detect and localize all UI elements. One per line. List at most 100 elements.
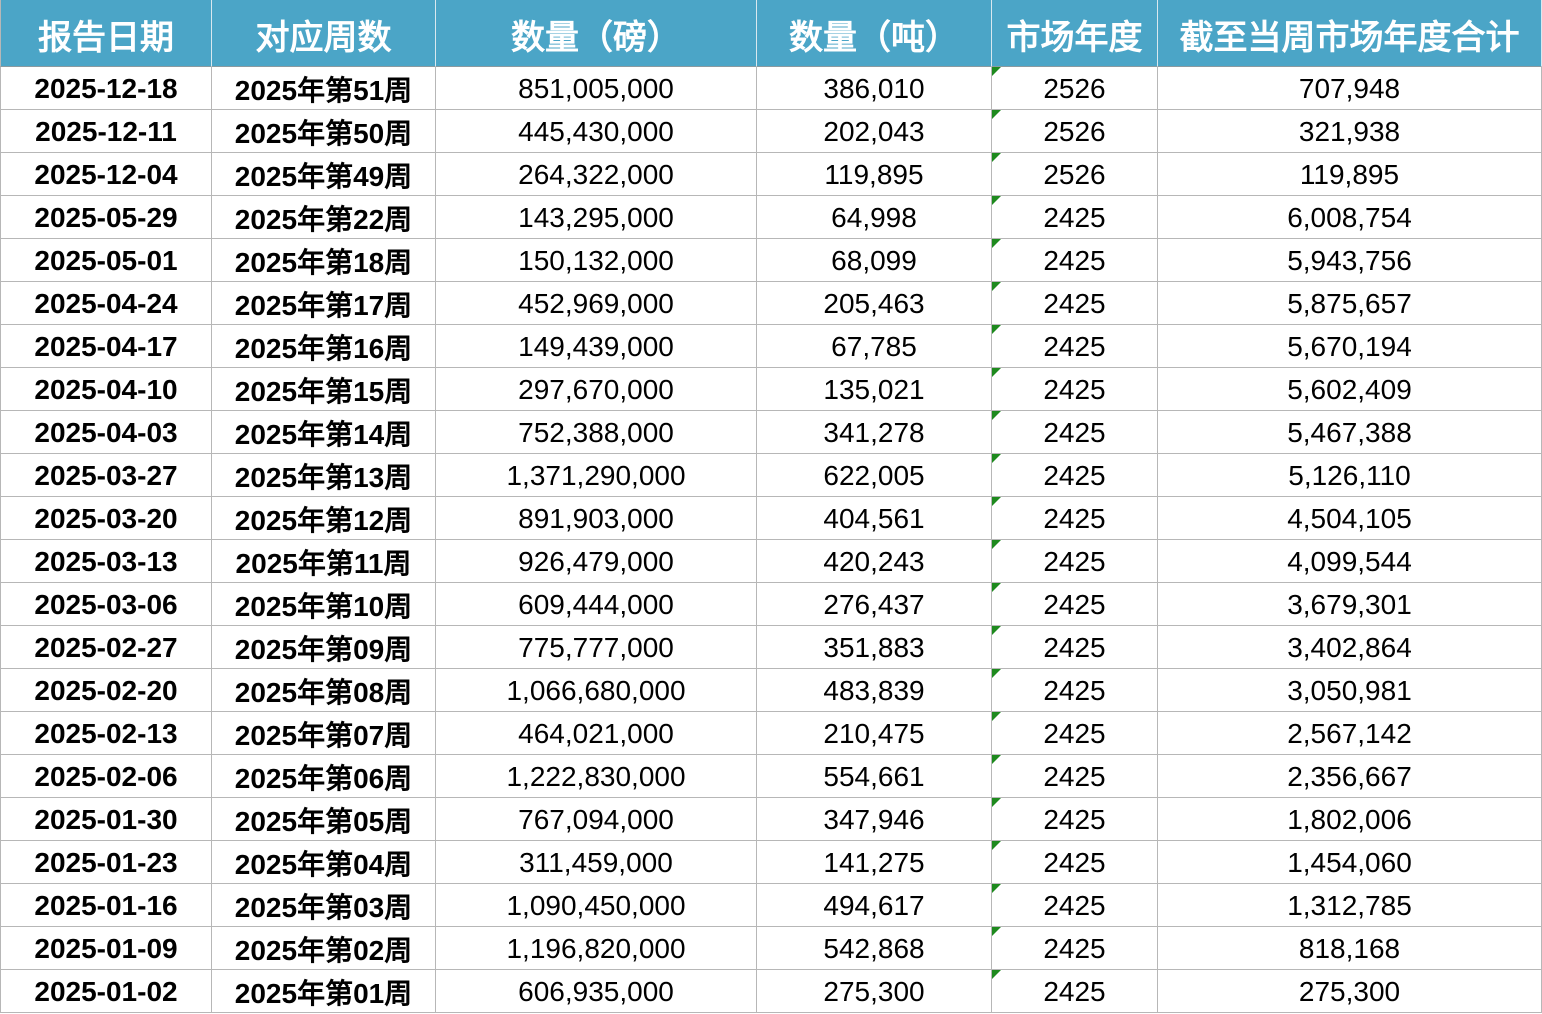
table-cell: 6,008,754 <box>1158 196 1542 239</box>
header-cell: 数量（磅） <box>436 0 757 67</box>
table-cell: 2526 <box>992 67 1158 110</box>
header-cell: 截至当周市场年度合计 <box>1158 0 1542 67</box>
table-cell: 2025年第18周 <box>212 239 436 282</box>
table-cell: 2025-04-03 <box>0 411 212 454</box>
table-cell: 2425 <box>992 411 1158 454</box>
table-cell: 2025-02-20 <box>0 669 212 712</box>
table-cell: 2025年第17周 <box>212 282 436 325</box>
table-cell: 2025-04-17 <box>0 325 212 368</box>
table-cell: 2425 <box>992 454 1158 497</box>
table-cell: 275,300 <box>757 970 992 1013</box>
table-cell: 2025-01-02 <box>0 970 212 1013</box>
table-cell: 150,132,000 <box>436 239 757 282</box>
table-cell: 1,312,785 <box>1158 884 1542 927</box>
table-cell: 210,475 <box>757 712 992 755</box>
table-cell: 2425 <box>992 239 1158 282</box>
table-cell: 2425 <box>992 927 1158 970</box>
table-cell: 1,222,830,000 <box>436 755 757 798</box>
table-cell: 2526 <box>992 153 1158 196</box>
table-cell: 2025年第50周 <box>212 110 436 153</box>
table-cell: 2025-12-11 <box>0 110 212 153</box>
table-cell: 2425 <box>992 583 1158 626</box>
table-cell: 1,371,290,000 <box>436 454 757 497</box>
table-cell: 321,938 <box>1158 110 1542 153</box>
table-cell: 2025年第05周 <box>212 798 436 841</box>
table-cell: 2025-02-06 <box>0 755 212 798</box>
table-cell: 297,670,000 <box>436 368 757 411</box>
table-cell: 622,005 <box>757 454 992 497</box>
table-cell: 404,561 <box>757 497 992 540</box>
table-cell: 2025-01-09 <box>0 927 212 970</box>
table-cell: 2425 <box>992 325 1158 368</box>
table-cell: 554,661 <box>757 755 992 798</box>
table-cell: 135,021 <box>757 368 992 411</box>
table-cell: 1,066,680,000 <box>436 669 757 712</box>
table-cell: 2025-03-13 <box>0 540 212 583</box>
table-cell: 2425 <box>992 368 1158 411</box>
table-cell: 119,895 <box>757 153 992 196</box>
table-cell: 2025年第04周 <box>212 841 436 884</box>
table-cell: 1,090,450,000 <box>436 884 757 927</box>
table-cell: 2025年第12周 <box>212 497 436 540</box>
table-cell: 2425 <box>992 282 1158 325</box>
table-cell: 5,875,657 <box>1158 282 1542 325</box>
table-cell: 2526 <box>992 110 1158 153</box>
table-cell: 2025年第02周 <box>212 927 436 970</box>
table-cell: 2425 <box>992 540 1158 583</box>
table-cell: 2025-03-20 <box>0 497 212 540</box>
table-cell: 2025-03-06 <box>0 583 212 626</box>
table-cell: 2425 <box>992 626 1158 669</box>
table-cell: 2025-04-10 <box>0 368 212 411</box>
table-cell: 2025年第10周 <box>212 583 436 626</box>
table-cell: 311,459,000 <box>436 841 757 884</box>
table-cell: 264,322,000 <box>436 153 757 196</box>
table-cell: 141,275 <box>757 841 992 884</box>
table-cell: 276,437 <box>757 583 992 626</box>
table-cell: 445,430,000 <box>436 110 757 153</box>
table-cell: 2425 <box>992 841 1158 884</box>
table-cell: 2425 <box>992 755 1158 798</box>
table-cell: 420,243 <box>757 540 992 583</box>
table-cell: 347,946 <box>757 798 992 841</box>
table-cell: 2425 <box>992 712 1158 755</box>
header-cell: 市场年度 <box>992 0 1158 67</box>
table-cell: 2025-03-27 <box>0 454 212 497</box>
table-cell: 205,463 <box>757 282 992 325</box>
table-cell: 2025-05-01 <box>0 239 212 282</box>
table-cell: 542,868 <box>757 927 992 970</box>
table-cell: 202,043 <box>757 110 992 153</box>
table-cell: 707,948 <box>1158 67 1542 110</box>
table-cell: 2025-12-04 <box>0 153 212 196</box>
table-cell: 2025年第22周 <box>212 196 436 239</box>
table-cell: 351,883 <box>757 626 992 669</box>
table-cell: 2025年第08周 <box>212 669 436 712</box>
header-cell: 报告日期 <box>0 0 212 67</box>
table-cell: 4,504,105 <box>1158 497 1542 540</box>
table-cell: 5,943,756 <box>1158 239 1542 282</box>
table-cell: 2025年第51周 <box>212 67 436 110</box>
table-cell: 2025年第13周 <box>212 454 436 497</box>
table-cell: 2425 <box>992 970 1158 1013</box>
table-cell: 1,802,006 <box>1158 798 1542 841</box>
table-cell: 386,010 <box>757 67 992 110</box>
table-cell: 2025年第06周 <box>212 755 436 798</box>
table-cell: 775,777,000 <box>436 626 757 669</box>
table-cell: 851,005,000 <box>436 67 757 110</box>
table-cell: 64,998 <box>757 196 992 239</box>
table-cell: 2025年第16周 <box>212 325 436 368</box>
table-cell: 119,895 <box>1158 153 1542 196</box>
table-cell: 2025年第14周 <box>212 411 436 454</box>
table-cell: 609,444,000 <box>436 583 757 626</box>
table-cell: 67,785 <box>757 325 992 368</box>
table-cell: 3,679,301 <box>1158 583 1542 626</box>
table-cell: 2025年第07周 <box>212 712 436 755</box>
table-cell: 2425 <box>992 669 1158 712</box>
table-cell: 1,454,060 <box>1158 841 1542 884</box>
table-cell: 2425 <box>992 798 1158 841</box>
table-cell: 452,969,000 <box>436 282 757 325</box>
table-cell: 818,168 <box>1158 927 1542 970</box>
table-cell: 2025-01-30 <box>0 798 212 841</box>
table-cell: 275,300 <box>1158 970 1542 1013</box>
table-cell: 341,278 <box>757 411 992 454</box>
